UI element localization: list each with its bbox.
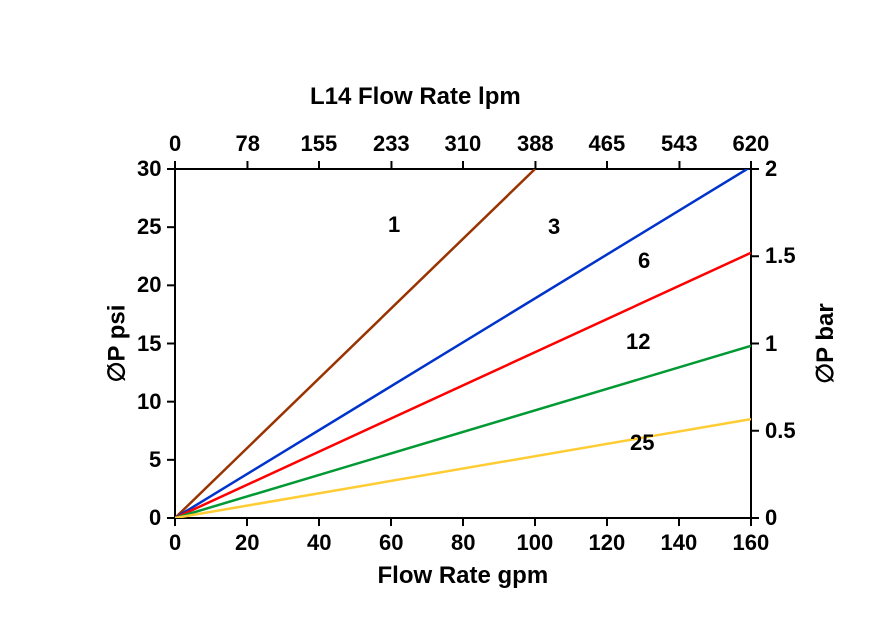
- x-top-tick-label: 310: [445, 131, 482, 157]
- x-bottom-tick-label: 20: [235, 530, 259, 556]
- y-left-tick-label: 15: [137, 331, 161, 357]
- y-left-tick-label: 25: [137, 214, 161, 240]
- y-left-axis-label: ∅P psi: [102, 305, 131, 383]
- x-bottom-tick-label: 80: [451, 530, 475, 556]
- x-top-tick-label: 233: [373, 131, 410, 157]
- y-right-axis-label: ∅P bar: [810, 303, 839, 384]
- x-top-tick-label: 388: [517, 131, 554, 157]
- y-left-tick-label: 5: [149, 447, 161, 473]
- y-left-tick-label: 0: [149, 505, 161, 531]
- series-line: [175, 346, 751, 518]
- chart-container: L14 Flow Rate lpm ∅P psi ∅P bar 02040608…: [0, 0, 874, 642]
- series-label: 1: [388, 212, 400, 238]
- x-top-tick-label: 78: [235, 131, 259, 157]
- y-left-tick-label: 10: [137, 389, 161, 415]
- x-bottom-tick-label: 100: [517, 530, 554, 556]
- series-label: 25: [630, 430, 654, 456]
- x-top-tick-label: 543: [661, 131, 698, 157]
- x-bottom-tick-label: 160: [733, 530, 770, 556]
- series-label: 12: [626, 329, 650, 355]
- y-right-tick-label: 0.5: [765, 418, 796, 444]
- x-bottom-tick-label: 60: [379, 530, 403, 556]
- x-bottom-tick-label: 120: [589, 530, 626, 556]
- x-bottom-tick-label: 0: [169, 530, 181, 556]
- x-top-tick-label: 155: [301, 131, 338, 157]
- x-top-tick-label: 620: [733, 131, 770, 157]
- y-right-tick-label: 1: [765, 331, 777, 357]
- x-bottom-tick-label: 40: [307, 530, 331, 556]
- y-right-tick-label: 2: [765, 156, 777, 182]
- series-label: 6: [638, 248, 650, 274]
- series-line: [175, 167, 751, 518]
- y-left-tick-label: 20: [137, 272, 161, 298]
- x-bottom-tick-label: 140: [661, 530, 698, 556]
- series-label: 3: [548, 214, 560, 240]
- x-top-tick-label: 465: [589, 131, 626, 157]
- y-left-tick-label: 30: [137, 156, 161, 182]
- y-right-tick-label: 1.5: [765, 243, 796, 269]
- x-bottom-axis-label: Flow Rate gpm: [378, 562, 549, 590]
- y-right-tick-label: 0: [765, 505, 777, 531]
- x-top-tick-label: 0: [169, 131, 181, 157]
- series-line: [175, 253, 751, 518]
